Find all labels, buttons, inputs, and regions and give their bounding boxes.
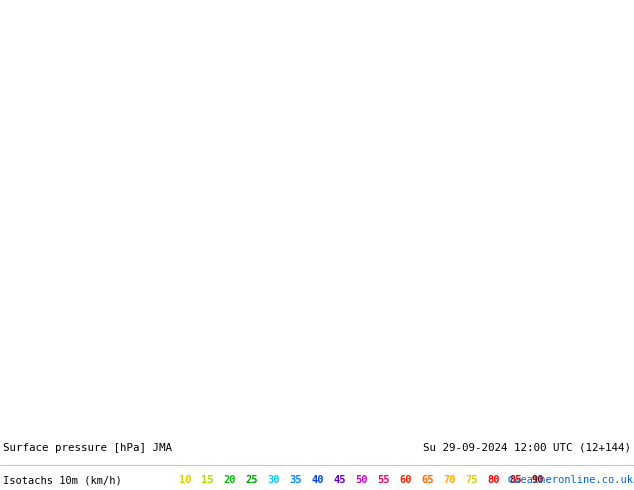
Text: Surface pressure [hPa] JMA: Surface pressure [hPa] JMA	[3, 442, 172, 452]
Text: 40: 40	[311, 475, 323, 485]
Text: Su 29-09-2024 12:00 UTC (12+144): Su 29-09-2024 12:00 UTC (12+144)	[423, 442, 631, 452]
Text: 15: 15	[201, 475, 214, 485]
Text: 35: 35	[289, 475, 302, 485]
Text: 80: 80	[487, 475, 500, 485]
Text: 85: 85	[509, 475, 522, 485]
Text: 65: 65	[421, 475, 434, 485]
Text: 45: 45	[333, 475, 346, 485]
Text: ©weatheronline.co.uk: ©weatheronline.co.uk	[508, 475, 633, 485]
Text: 30: 30	[267, 475, 280, 485]
Text: Isotachs 10m (km/h): Isotachs 10m (km/h)	[3, 475, 122, 485]
Text: 60: 60	[399, 475, 411, 485]
Text: 50: 50	[355, 475, 368, 485]
Text: 25: 25	[245, 475, 257, 485]
Text: 20: 20	[223, 475, 236, 485]
Text: 70: 70	[443, 475, 456, 485]
Text: 90: 90	[531, 475, 544, 485]
Text: 10: 10	[179, 475, 191, 485]
Text: 55: 55	[377, 475, 390, 485]
Text: 75: 75	[465, 475, 477, 485]
